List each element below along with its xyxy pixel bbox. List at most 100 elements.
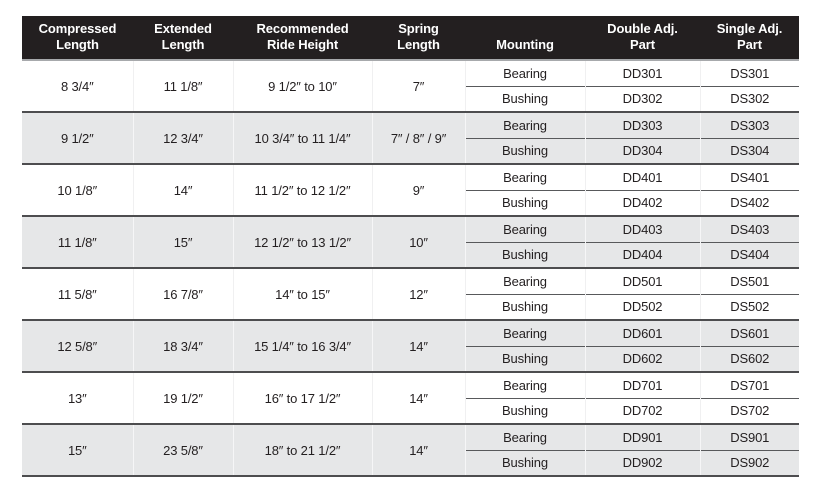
cell-mounting: Bearing: [464, 423, 585, 450]
table-row: Bushing DD902 DS902: [22, 449, 799, 477]
cell-single-part: DS304: [699, 137, 799, 164]
cell-single-part: DS401: [699, 163, 799, 190]
table-row: Bushing DD602 DS602: [22, 345, 799, 372]
table-row: Bushing DD402 DS402: [22, 189, 799, 216]
cell-double-part: DD501: [584, 267, 700, 294]
cell-mounting: Bushing: [464, 85, 585, 112]
table-row: 11 5/8″ 16 7/8″ 14″ to 15″ 12″ Bearing D…: [22, 267, 799, 320]
cell-single-part: DS403: [699, 215, 799, 242]
column-header-ride-height: Recommended Ride Height: [233, 16, 372, 61]
table-row: Bushing DD304 DS304: [22, 137, 799, 164]
cell-extended-length: 12 3/4″: [132, 111, 233, 164]
cell-ride-height: 18″ to 21 1/2″: [232, 423, 372, 477]
cell-mounting: Bearing: [464, 371, 585, 398]
cell-double-part: DD401: [584, 163, 700, 190]
cell-double-part: DD502: [584, 293, 700, 320]
cell-spring-length: 7″ / 8″ / 9″: [371, 111, 465, 164]
cell-double-part: DD601: [584, 319, 700, 346]
cell-single-part: DS404: [699, 241, 799, 268]
cell-spring-length: 14″: [371, 371, 465, 424]
cell-extended-length: 23 5/8″: [132, 423, 233, 477]
table-row: Bushing DD404 DS404: [22, 241, 799, 268]
cell-ride-height: 12 1/2″ to 13 1/2″: [232, 215, 372, 268]
cell-double-part: DD702: [584, 397, 700, 424]
table-header: Compressed Length Extended Length Recommen…: [22, 16, 799, 61]
table-row: 8 3/4″ 11 1/8″ 9 1/2″ to 10″ 7″ Bearing …: [22, 60, 799, 112]
cell-ride-height: 9 1/2″ to 10″: [232, 60, 372, 112]
cell-extended-length: 11 1/8″: [132, 60, 233, 112]
cell-compressed-length: 10 1/8″: [22, 163, 133, 216]
cell-double-part: DD404: [584, 241, 700, 268]
cell-compressed-length: 11 5/8″: [22, 267, 133, 320]
cell-mounting: Bearing: [464, 60, 585, 86]
cell-compressed-length: 15″: [22, 423, 133, 477]
cell-spring-length: 14″: [371, 423, 465, 477]
cell-mounting: Bushing: [464, 137, 585, 164]
cell-single-part: DS502: [699, 293, 799, 320]
cell-single-part: DS402: [699, 189, 799, 216]
cell-mounting: Bushing: [464, 293, 585, 320]
cell-mounting: Bushing: [464, 449, 585, 477]
cell-mounting: Bearing: [464, 163, 585, 190]
table-row: Bushing DD302 DS302: [22, 85, 799, 112]
cell-mounting: Bushing: [464, 189, 585, 216]
cell-double-part: DD902: [584, 449, 700, 477]
cell-compressed-length: 12 5/8″: [22, 319, 133, 372]
table-row: 10 1/8″ 14″ 11 1/2″ to 12 1/2″ 9″ Bearin…: [22, 163, 799, 216]
cell-mounting: Bushing: [464, 241, 585, 268]
cell-spring-length: 7″: [371, 60, 465, 112]
cell-single-part: DS601: [699, 319, 799, 346]
cell-mounting: Bearing: [464, 215, 585, 242]
cell-compressed-length: 11 1/8″: [22, 215, 133, 268]
cell-extended-length: 18 3/4″: [132, 319, 233, 372]
cell-double-part: DD701: [584, 371, 700, 398]
cell-ride-height: 14″ to 15″: [232, 267, 372, 320]
cell-mounting: Bushing: [464, 397, 585, 424]
cell-ride-height: 10 3/4″ to 11 1/4″: [232, 111, 372, 164]
cell-double-part: DD602: [584, 345, 700, 372]
cell-single-part: DS302: [699, 85, 799, 112]
cell-ride-height: 15 1/4″ to 16 3/4″: [232, 319, 372, 372]
cell-single-part: DS303: [699, 111, 799, 138]
table-row: Bushing DD502 DS502: [22, 293, 799, 320]
cell-ride-height: 11 1/2″ to 12 1/2″: [232, 163, 372, 216]
cell-compressed-length: 9 1/2″: [22, 111, 133, 164]
cell-single-part: DS602: [699, 345, 799, 372]
column-header-spring-length: Spring Length: [372, 16, 465, 61]
column-header-mounting: Mounting: [465, 16, 585, 61]
cell-double-part: DD301: [584, 60, 700, 86]
table-row: Bushing DD702 DS702: [22, 397, 799, 424]
cell-double-part: DD901: [584, 423, 700, 450]
cell-extended-length: 19 1/2″: [132, 371, 233, 424]
cell-spring-length: 12″: [371, 267, 465, 320]
cell-mounting: Bearing: [464, 267, 585, 294]
cell-compressed-length: 8 3/4″: [22, 60, 133, 112]
cell-double-part: DD403: [584, 215, 700, 242]
table-row: 13″ 19 1/2″ 16″ to 17 1/2″ 14″ Bearing D…: [22, 371, 799, 424]
table-row: 11 1/8″ 15″ 12 1/2″ to 13 1/2″ 10″ Beari…: [22, 215, 799, 268]
cell-ride-height: 16″ to 17 1/2″: [232, 371, 372, 424]
cell-single-part: DS501: [699, 267, 799, 294]
cell-double-part: DD302: [584, 85, 700, 112]
table-row: 15″ 23 5/8″ 18″ to 21 1/2″ 14″ Bearing D…: [22, 423, 799, 477]
cell-spring-length: 10″: [371, 215, 465, 268]
column-header-double-adj-part: Double Adj. Part: [585, 16, 700, 61]
cell-single-part: DS301: [699, 60, 799, 86]
cell-mounting: Bushing: [464, 345, 585, 372]
cell-single-part: DS902: [699, 449, 799, 477]
column-header-extended-length: Extended Length: [133, 16, 233, 61]
cell-extended-length: 16 7/8″: [132, 267, 233, 320]
cell-double-part: DD304: [584, 137, 700, 164]
cell-single-part: DS702: [699, 397, 799, 424]
cell-mounting: Bearing: [464, 111, 585, 138]
cell-single-part: DS901: [699, 423, 799, 450]
table-row: 9 1/2″ 12 3/4″ 10 3/4″ to 11 1/4″ 7″ / 8…: [22, 111, 799, 164]
cell-extended-length: 14″: [132, 163, 233, 216]
cell-mounting: Bearing: [464, 319, 585, 346]
shock-spec-table: Compressed Length Extended Length Recommen…: [22, 16, 799, 477]
cell-double-part: DD303: [584, 111, 700, 138]
cell-single-part: DS701: [699, 371, 799, 398]
column-header-compressed-length: Compressed Length: [22, 16, 133, 61]
cell-compressed-length: 13″: [22, 371, 133, 424]
